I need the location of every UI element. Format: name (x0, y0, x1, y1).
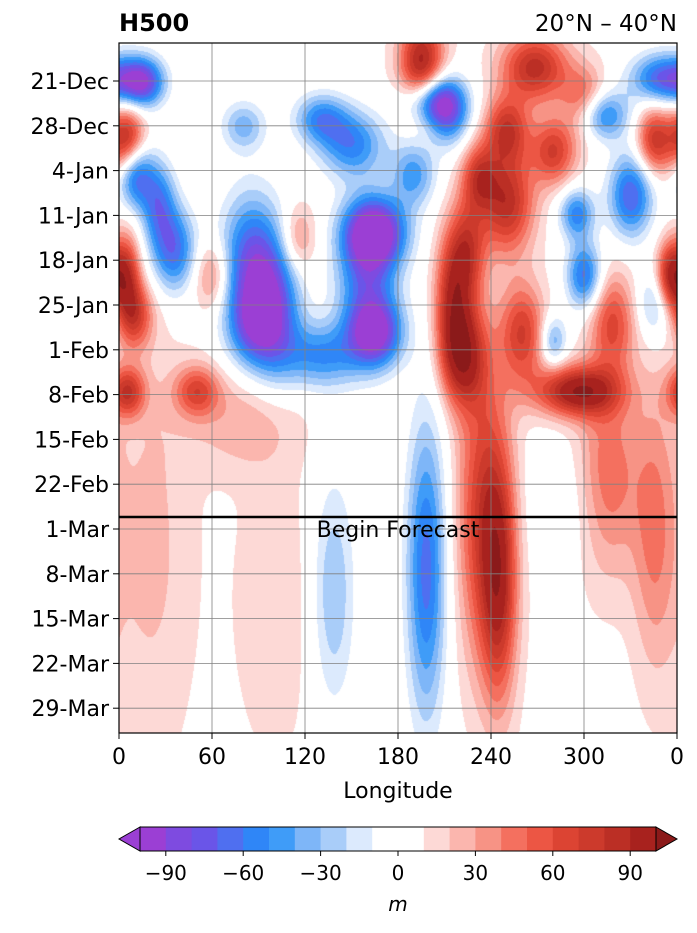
colorbar-bin (398, 827, 425, 851)
colorbar-bin (501, 827, 528, 851)
y-tick-label: 4-Jan (52, 160, 109, 185)
colorbar-bin (552, 827, 580, 851)
colorbar-bin (243, 827, 270, 851)
colorbar-extend-low (117, 826, 141, 852)
y-tick-label: 25-Jan (38, 294, 109, 319)
colorbar-bin (191, 827, 218, 851)
colorbar-bin (423, 827, 451, 851)
colorbar-bin (449, 827, 476, 851)
colorbar-tick-label: −60 (222, 861, 264, 885)
colorbar-tick-label: −90 (145, 861, 187, 885)
y-tick-label: 15-Feb (34, 428, 109, 453)
y-tick-label: 15-Mar (32, 608, 110, 633)
y-tick-label: 1-Mar (46, 518, 110, 543)
colorbar-bin (346, 827, 373, 851)
y-tick-label: 21-Dec (30, 70, 109, 95)
colorbar-bin (372, 827, 399, 851)
colorbar-tick-label: 60 (540, 861, 565, 885)
x-axis: 0 60 120 180 240 300 0 (112, 733, 684, 770)
y-tick-label: 8-Feb (48, 384, 109, 409)
colorbar-bin (165, 827, 193, 851)
x-tick-label: 180 (377, 745, 419, 770)
y-tick-label: 22-Mar (32, 652, 110, 677)
x-tick-label: 300 (563, 745, 605, 770)
y-tick-label: 11-Jan (38, 204, 109, 229)
colorbar-extend-high (655, 826, 679, 852)
y-tick-label: 22-Feb (34, 473, 109, 498)
colorbar-tick-label: 0 (392, 861, 405, 885)
colorbar-bin (604, 827, 631, 851)
colorbar-bin (527, 827, 554, 851)
colorbar-bin (578, 827, 605, 851)
x-tick-label: 240 (470, 745, 512, 770)
colorbar-bin (320, 827, 347, 851)
chart-subtitle: 20°N – 40°N (535, 11, 677, 37)
y-tick-label: 8-Mar (46, 563, 110, 588)
colorbar-tick-label: 90 (617, 861, 642, 885)
colorbar-bin (140, 827, 167, 851)
x-tick-label: 120 (284, 745, 326, 770)
x-tick-label: 60 (198, 745, 226, 770)
colorbar-label: m (388, 892, 407, 916)
x-tick-label: 0 (112, 745, 126, 770)
y-tick-label: 1-Feb (48, 339, 109, 364)
plot-area: Begin Forecast (118, 42, 678, 734)
y-tick-label: 18-Jan (38, 249, 109, 274)
y-axis: 21-Dec 28-Dec 4-Jan 11-Jan 18-Jan 25-Jan 1-Feb… (30, 70, 119, 722)
gridlines (119, 43, 677, 733)
y-tick-label: 29-Mar (32, 697, 110, 722)
colorbar-tick-label: 30 (463, 861, 488, 885)
x-axis-label: Longitude (343, 779, 452, 804)
colorbar-bin (630, 827, 657, 851)
chart-title: H500 (119, 9, 189, 37)
colorbar-bin (217, 827, 244, 851)
y-tick-label: 28-Dec (30, 115, 109, 140)
x-tick-label: 0 (670, 745, 684, 770)
colorbar-bin (294, 827, 322, 851)
colorbar-tick-label: −30 (299, 861, 341, 885)
forecast-annotation: Begin Forecast (317, 518, 480, 543)
colorbar-bin (269, 827, 296, 851)
colorbar-bin (475, 827, 502, 851)
colorbar: −90 −60 −30 0 30 60 90 (117, 826, 679, 885)
